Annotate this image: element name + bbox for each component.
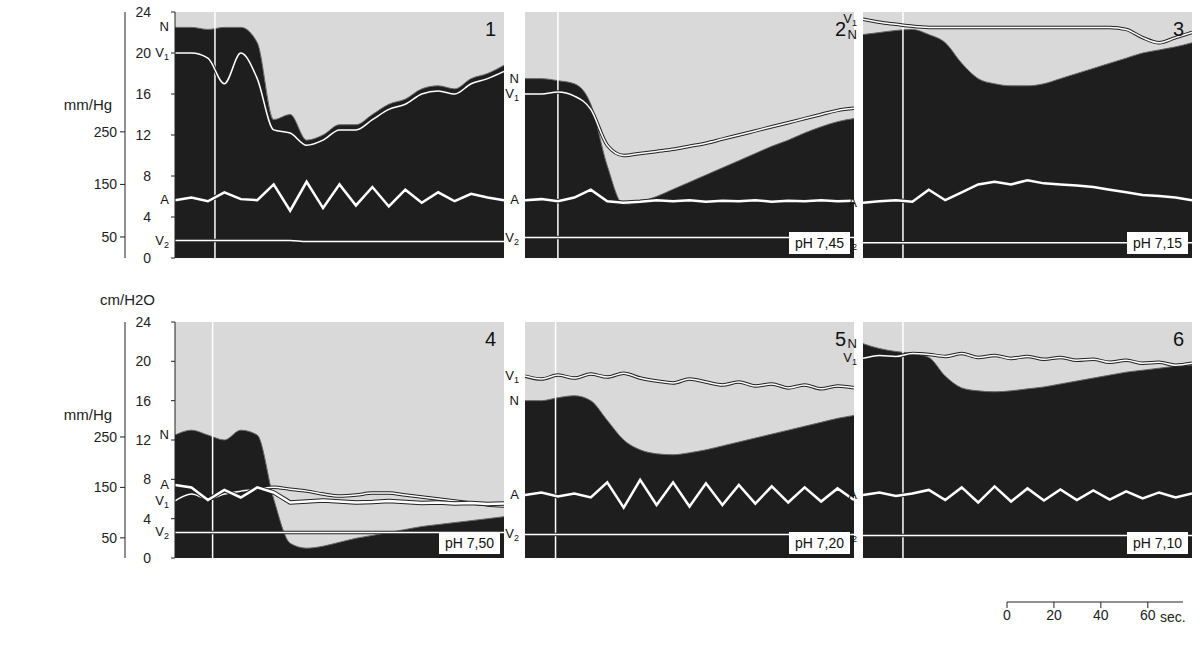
html-text:sec.: sec. xyxy=(1160,609,1186,625)
svg-text:V2: V2 xyxy=(155,233,169,250)
svg-text:V2: V2 xyxy=(505,230,519,247)
html-text:pH 7,50: pH 7,50 xyxy=(445,535,494,551)
svg-text:150: 150 xyxy=(94,176,118,192)
html-text:cm/H2O: cm/H2O xyxy=(100,291,155,308)
svg-text:N: N xyxy=(510,71,519,86)
html-text:6: 6 xyxy=(1172,328,1184,350)
svg-text:A: A xyxy=(160,192,169,207)
svg-text:16: 16 xyxy=(135,393,151,409)
svg-text:150: 150 xyxy=(94,479,118,495)
html-text:mm/Hg: mm/Hg xyxy=(63,406,113,423)
svg-text:50: 50 xyxy=(101,530,117,546)
svg-text:N: N xyxy=(848,27,857,42)
html-text:mm/Hg: mm/Hg xyxy=(63,96,113,113)
svg-text:24: 24 xyxy=(135,4,151,20)
svg-text:16: 16 xyxy=(135,86,151,102)
html-text:2: 2 xyxy=(834,18,846,40)
html-text:1: 1 xyxy=(484,18,496,40)
svg-text:4: 4 xyxy=(143,511,151,527)
svg-text:V2: V2 xyxy=(155,524,169,541)
svg-text:0: 0 xyxy=(143,550,151,566)
svg-text:20: 20 xyxy=(1046,607,1062,623)
svg-text:20: 20 xyxy=(135,353,151,369)
svg-text:4: 4 xyxy=(143,209,151,225)
svg-text:12: 12 xyxy=(135,432,151,448)
svg-text:V1: V1 xyxy=(505,368,519,385)
svg-text:A: A xyxy=(848,487,857,502)
svg-text:12: 12 xyxy=(135,127,151,143)
svg-text:V2: V2 xyxy=(843,527,857,544)
svg-text:V1: V1 xyxy=(843,11,857,28)
svg-text:V1: V1 xyxy=(155,45,169,62)
svg-text:24: 24 xyxy=(135,314,151,330)
html-text:pH 7,10: pH 7,10 xyxy=(1133,535,1182,551)
svg-text:60: 60 xyxy=(1140,607,1156,623)
svg-text:V2: V2 xyxy=(843,235,857,252)
svg-text:8: 8 xyxy=(143,168,151,184)
svg-text:V2: V2 xyxy=(505,526,519,543)
svg-text:N: N xyxy=(160,427,169,442)
svg-text:N: N xyxy=(510,393,519,408)
svg-text:A: A xyxy=(510,192,519,207)
svg-text:V1: V1 xyxy=(155,493,169,510)
html-text:4: 4 xyxy=(484,328,496,350)
svg-text:N: N xyxy=(160,19,169,34)
svg-text:0: 0 xyxy=(143,250,151,266)
svg-text:0: 0 xyxy=(1003,607,1011,623)
html-text:3: 3 xyxy=(1172,18,1184,40)
svg-text:8: 8 xyxy=(143,471,151,487)
svg-text:N: N xyxy=(848,336,857,351)
svg-text:A: A xyxy=(848,195,857,210)
svg-text:250: 250 xyxy=(94,124,118,140)
svg-text:250: 250 xyxy=(94,429,118,445)
svg-text:V1: V1 xyxy=(843,350,857,367)
html-text:pH 7,15: pH 7,15 xyxy=(1133,235,1182,251)
svg-text:A: A xyxy=(510,487,519,502)
html-text:5: 5 xyxy=(834,328,846,350)
svg-text:20: 20 xyxy=(135,45,151,61)
svg-text:50: 50 xyxy=(101,229,117,245)
svg-text:A: A xyxy=(160,477,169,492)
html-text:pH 7,45: pH 7,45 xyxy=(795,235,844,251)
html-text:pH 7,20: pH 7,20 xyxy=(795,535,844,551)
svg-text:40: 40 xyxy=(1093,607,1109,623)
svg-text:V1: V1 xyxy=(505,86,519,103)
